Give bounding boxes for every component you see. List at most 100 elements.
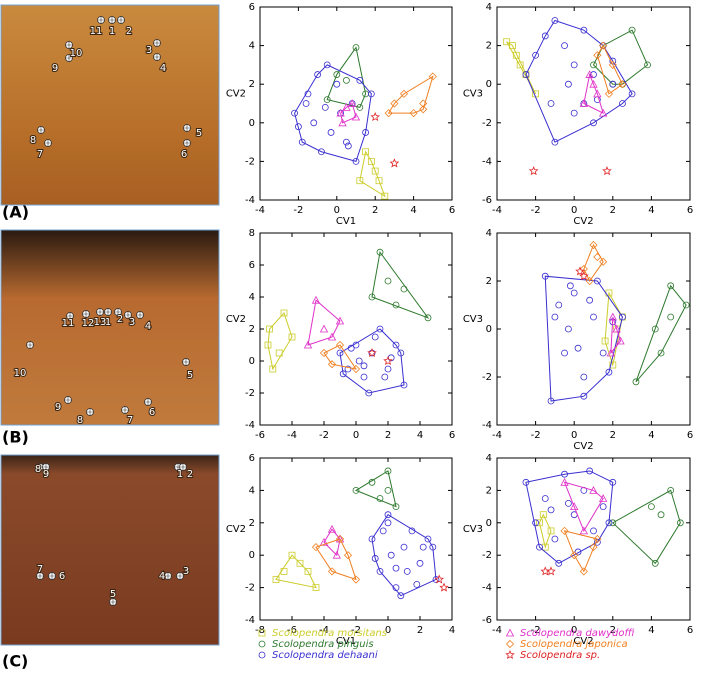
legend-marker (505, 628, 515, 637)
x-axis-label: CV1 (336, 216, 356, 227)
x-tick-label: 6 (449, 205, 455, 216)
point (590, 527, 597, 535)
point (304, 90, 312, 98)
point (269, 365, 277, 373)
landmark-number: 4 (145, 321, 151, 332)
point (536, 519, 543, 527)
landmark-number: 6 (181, 149, 187, 160)
point (367, 348, 377, 358)
point (368, 478, 376, 486)
point (609, 80, 617, 88)
point (392, 503, 400, 511)
point (321, 103, 329, 111)
point (335, 316, 345, 325)
x-tick-label: -4 (287, 430, 297, 441)
landmark-number: 7 (127, 415, 133, 426)
point (612, 324, 621, 333)
y-tick-label: 2 (249, 518, 255, 529)
point (589, 543, 598, 552)
plot-frame (259, 232, 453, 426)
point (294, 123, 302, 131)
hull (359, 150, 386, 198)
point (381, 373, 389, 381)
point (342, 138, 350, 146)
y-tick-label: 0 (249, 118, 255, 129)
x-tick-label: 2 (417, 625, 423, 636)
y-tick-label: 6 (249, 453, 255, 464)
photo (0, 229, 220, 426)
point (383, 356, 393, 366)
point (352, 486, 360, 494)
point (570, 551, 579, 560)
landmark-cross (104, 308, 112, 316)
landmark-number: 5 (110, 589, 116, 600)
x-tick-label: -2 (319, 430, 329, 441)
point (667, 282, 675, 290)
point (332, 550, 341, 559)
y-tick-label: 0 (486, 324, 492, 335)
y-tick-label: -2 (245, 583, 255, 594)
point (547, 397, 555, 405)
y-tick-label: 2 (249, 324, 255, 335)
hull (323, 344, 358, 370)
landmark-number: 8 (35, 464, 41, 475)
landmark-number: 9 (43, 469, 49, 480)
y-axis-label: CV3 (463, 314, 483, 325)
point (551, 313, 559, 321)
landmark-cross (86, 408, 94, 416)
y-tick-label: -2 (245, 156, 255, 167)
landmark-cross (96, 308, 104, 316)
panel-label: (B) (2, 428, 29, 447)
hull (371, 250, 430, 319)
point (384, 467, 392, 475)
y-tick-label: 0 (486, 518, 492, 529)
landmark-cross (26, 341, 34, 349)
point (397, 349, 405, 357)
plot-frame (496, 457, 691, 621)
landmark-number: 7 (37, 564, 43, 575)
x-tick-label: -4 (492, 430, 502, 441)
x-tick-label: -8 (255, 625, 265, 636)
y-tick-label: -4 (245, 195, 255, 206)
point (590, 61, 597, 69)
x-tick-label: 0 (571, 625, 577, 636)
legend-label: Scolopendra morsitans (272, 628, 387, 639)
point (522, 478, 530, 486)
x-tick-label: 2 (610, 205, 616, 216)
point (555, 301, 563, 309)
legend-label: Scolopendra dawydoffi (520, 628, 635, 639)
point (561, 42, 568, 49)
point (570, 502, 579, 510)
point (381, 192, 389, 200)
point (360, 373, 368, 381)
photo (0, 4, 220, 206)
hull (592, 29, 649, 85)
point (598, 108, 608, 117)
point (434, 574, 444, 584)
x-tick-label: 0 (353, 430, 359, 441)
point (586, 296, 594, 304)
y-tick-label: 4 (486, 453, 492, 464)
point (574, 344, 582, 352)
x-tick-label: 6 (687, 430, 693, 441)
point (376, 568, 384, 575)
y-tick-label: 8 (249, 228, 255, 239)
point (644, 61, 651, 69)
point (676, 519, 684, 527)
x-tick-label: -2 (351, 625, 361, 636)
point (560, 477, 569, 486)
point (532, 519, 539, 527)
point (327, 332, 337, 341)
point (384, 511, 392, 519)
point (579, 567, 588, 576)
x-tick-label: -2 (293, 205, 303, 216)
point (609, 478, 617, 486)
x-tick-label: -4 (319, 625, 329, 636)
landmark-cross (153, 53, 161, 61)
legend-marker (505, 639, 515, 649)
landmark-number: 9 (55, 402, 61, 413)
point (618, 80, 627, 89)
point (580, 392, 588, 400)
point (413, 580, 421, 588)
